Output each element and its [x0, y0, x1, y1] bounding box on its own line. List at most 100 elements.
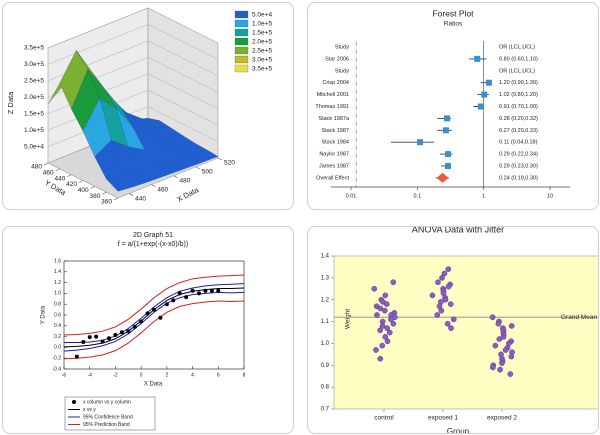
grid-line [47, 7, 219, 49]
study-label: Naylor 1987 [319, 152, 349, 158]
axis-label: X Data [176, 185, 201, 204]
data-point [113, 332, 118, 337]
legend-label: 95% Prediction Band [83, 422, 130, 428]
y-tick-label: 380 [89, 193, 100, 200]
z-tick-label: 1.0e+5 [24, 127, 44, 134]
x-tick-label: 10 [547, 193, 553, 199]
data-point [139, 319, 144, 324]
legend-label: 3.0e+5 [252, 57, 272, 64]
data-point [152, 307, 156, 312]
data-point [445, 283, 452, 290]
study-label: Study [335, 44, 349, 50]
y-tick-label: 1.6 [54, 258, 61, 264]
data-point [496, 336, 503, 342]
x-tick-label: 480 [180, 177, 191, 184]
tick-mark [151, 184, 156, 187]
grid-line [47, 106, 219, 147]
data-point [497, 366, 503, 373]
data-point [100, 339, 105, 344]
data-point [197, 291, 201, 296]
y-tick-label: 0.7 [321, 407, 330, 413]
tick-mark [173, 175, 178, 179]
data-point [441, 270, 448, 277]
data-point [377, 327, 383, 334]
panel: ANOVA Data with Jitter 0.7 0.8 0.9 1.0 1.1 1.2… [307, 226, 599, 434]
data-point [164, 302, 169, 307]
data-point [445, 266, 452, 272]
data-point [447, 301, 454, 307]
data-point [495, 320, 502, 327]
legend-label: 2.5e+5 [252, 48, 272, 55]
legend-swatch [234, 37, 249, 46]
plot-frame [63, 260, 245, 370]
tick-mark [67, 174, 72, 177]
x-tick-label: 0.1 [413, 193, 421, 199]
study-label: Stack 1987 [321, 128, 349, 134]
chart-title: ANOVA Data with Jitter [412, 227, 504, 234]
data-point [492, 342, 499, 349]
tick-mark [128, 193, 134, 196]
data-point [388, 316, 394, 323]
data-point [429, 292, 436, 299]
data-point [177, 291, 182, 296]
y-tick-label: 1.4 [54, 269, 61, 275]
data-point [384, 338, 391, 345]
legend-swatch [234, 64, 249, 73]
y-tick-label: 0.9 [321, 363, 330, 369]
data-point [382, 307, 388, 314]
data-point [379, 323, 386, 329]
legend-label: 95% Confidence Band [83, 414, 133, 420]
data-point [377, 305, 384, 312]
surface-patch [106, 175, 135, 192]
data-point [386, 329, 393, 336]
ratio-marker [485, 79, 492, 86]
band-line [63, 274, 245, 336]
x-tick-label: 6 [217, 372, 220, 378]
legend-swatch [234, 28, 249, 37]
data-point [379, 342, 386, 349]
y-tick-label: 420 [66, 181, 77, 188]
legend-label: 1.0e+5 [252, 21, 272, 28]
data-point [444, 320, 451, 327]
y-tick-label: -0.2 [52, 356, 61, 362]
data-point [145, 311, 150, 316]
z-tick-label: 1.5e+5 [24, 110, 44, 117]
data-point [158, 315, 163, 320]
z-tick-label: 2.5e+5 [24, 78, 44, 85]
legend-label: x column vs y column [83, 399, 131, 405]
x-tick-label: -4 [87, 372, 92, 378]
ratio-label: 0.80 (0.60,1.10) [499, 56, 538, 62]
data-point [374, 312, 380, 318]
legend-swatch [234, 19, 249, 28]
z-tick-label: 3.5e+5 [24, 45, 44, 52]
study-label: Study [335, 68, 349, 74]
data-point [87, 335, 92, 340]
chart-subtitle: Ratios [444, 21, 463, 28]
legend-swatch [234, 55, 249, 64]
data-point [508, 323, 515, 329]
legend-label: 2.0e+5 [252, 39, 272, 46]
ratio-label: 1.20 (0.90,1.30) [499, 80, 538, 86]
data-point [216, 288, 221, 293]
band-line [64, 283, 245, 344]
tick-mark [43, 162, 49, 166]
y-tick-label: -0.4 [52, 366, 61, 372]
y-tick-label: 460 [43, 170, 54, 177]
panel: 5.0e+4 1.0e+5 1.5e+5 2.0e+5 2.5e+5 3.0e+5 3.5e… [2, 2, 294, 210]
data-point [373, 347, 379, 353]
data-point [119, 330, 124, 335]
ratio-marker [443, 115, 450, 122]
y-tick-label: 0.2 [54, 334, 61, 340]
data-point [377, 355, 384, 362]
y-tick-label: 1.0 [54, 291, 61, 297]
tick-mark [78, 180, 84, 183]
y-tick-label: 1.4 [321, 254, 330, 260]
data-point [190, 288, 195, 293]
x-tick-label: 1 [482, 193, 485, 199]
grid-line [47, 24, 219, 65]
data-point [508, 353, 515, 360]
ratio-label: OR (LCL,UCL) [499, 68, 535, 74]
study-label: James 1987 [319, 163, 349, 169]
data-point [184, 295, 189, 300]
